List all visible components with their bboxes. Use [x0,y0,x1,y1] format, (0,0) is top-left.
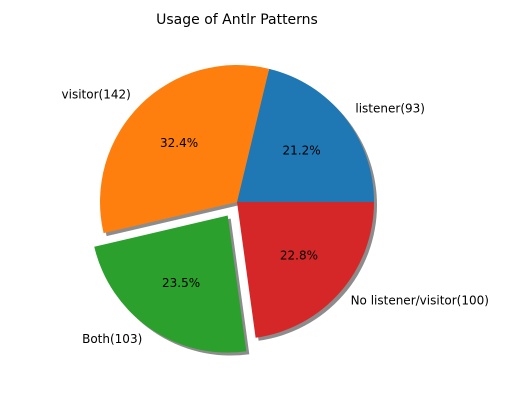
slice-percent-label: 21.2% [283,144,321,158]
pie-slice [94,215,247,353]
pie-slice [99,64,270,234]
slices [94,64,374,353]
slice-labels: listener(93) visitor(142) Both(103) No list… [62,88,489,347]
slice-label: visitor(142) [62,88,131,102]
pie-slice [237,68,374,202]
chart-title: Usage of Antlr Patterns [156,12,318,28]
slice-label: No listener/visitor(100) [351,294,489,308]
slice-percent-label: 22.8% [280,249,318,263]
slice-label: Both(103) [82,332,142,346]
pie-slice [237,202,374,338]
percent-labels: 21.2% 32.4% 23.5% 22.8% [160,136,321,290]
slice-label: listener(93) [355,101,425,115]
slice-percent-label: 23.5% [162,276,200,290]
slice-percent-label: 32.4% [160,136,198,150]
